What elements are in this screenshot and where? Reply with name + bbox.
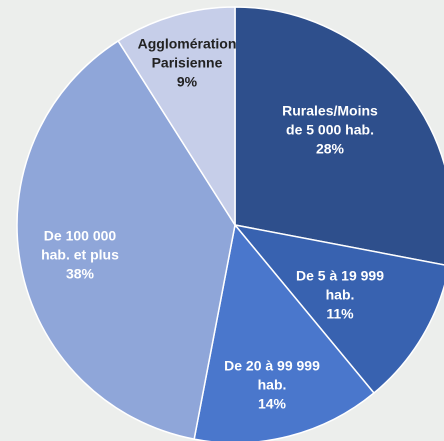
pie-slice xyxy=(233,223,444,395)
category-label: De 100 000 hab. et plus xyxy=(41,227,119,263)
value-label: 11% xyxy=(326,305,354,322)
slice-label: Rurales/Moins de 5 000 hab. 28% xyxy=(273,102,388,159)
pie-slice xyxy=(234,6,444,266)
category-label: De 20 à 99 999 hab. xyxy=(224,357,320,393)
slice-label: Agglomération Parisienne 9% xyxy=(131,35,243,92)
slice-label: De 5 à 19 999 hab. 11% xyxy=(288,267,393,324)
value-label: 14% xyxy=(257,395,287,412)
value-label: 28% xyxy=(315,140,345,157)
slice-label: De 20 à 99 999 hab. 14% xyxy=(213,357,331,414)
category-label: Rurales/Moins de 5 000 hab. xyxy=(282,102,378,138)
pie-slice xyxy=(117,6,236,228)
pie-slice xyxy=(193,223,376,441)
value-label: 38% xyxy=(65,265,95,282)
category-label: Agglomération Parisienne xyxy=(137,35,237,71)
value-label: 9% xyxy=(176,73,198,90)
slice-label: De 100 000 hab. et plus 38% xyxy=(34,227,126,284)
category-label: De 5 à 19 999 hab. xyxy=(296,267,384,303)
